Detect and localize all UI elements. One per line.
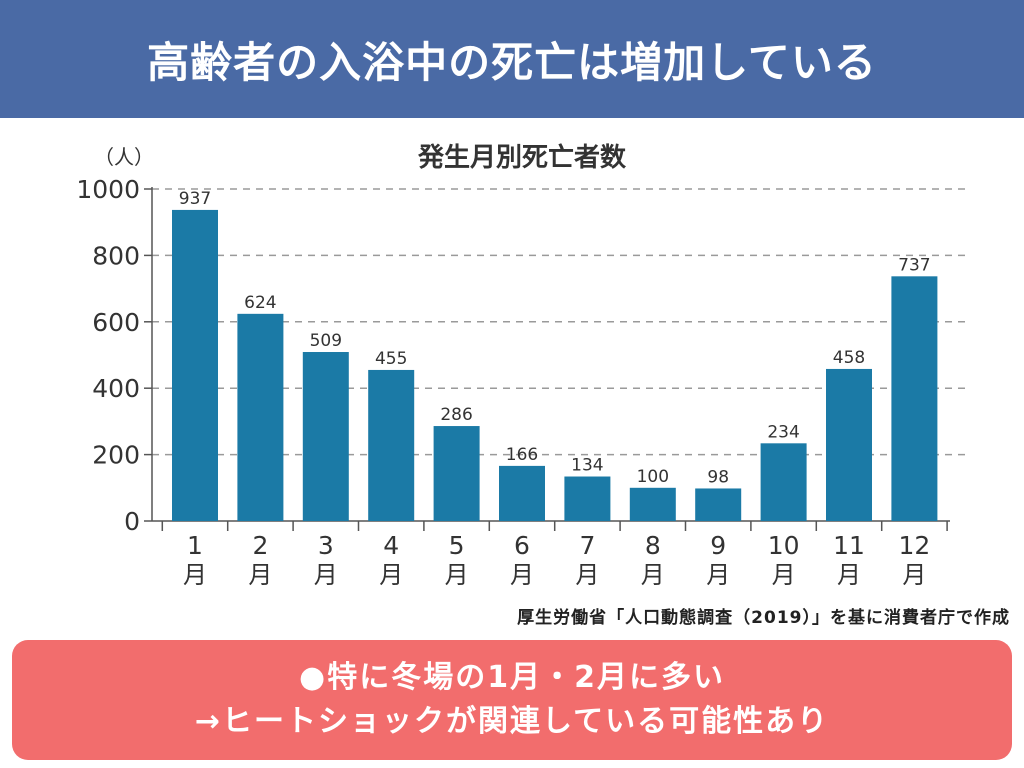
bar	[302, 352, 349, 521]
y-tick-label: 400	[92, 374, 140, 403]
x-tick-label: 3	[318, 531, 334, 560]
x-tick-unit-label: 月	[706, 561, 730, 589]
bar-value-label: 166	[506, 445, 538, 465]
x-tick-unit-label: 月	[575, 561, 599, 589]
y-axis-label: （人）	[94, 145, 154, 169]
x-tick-unit-label: 月	[248, 561, 272, 589]
bar	[826, 368, 872, 521]
x-tick-label: 10	[768, 531, 800, 560]
bar	[172, 209, 218, 521]
bar-value-label: 100	[637, 467, 669, 487]
chart-title: 発生月別死亡者数	[417, 142, 627, 173]
bar	[499, 465, 545, 521]
x-tick-label: 1	[187, 531, 203, 560]
note-line-1: ●特に冬場の1月・2月に多い	[299, 660, 725, 695]
y-tick-label: 0	[124, 507, 140, 536]
x-tick-label: 12	[898, 531, 930, 560]
bar	[433, 426, 480, 521]
bar-value-label: 458	[833, 348, 865, 368]
note-line-2: →ヒートショックが関連している可能性あり	[194, 704, 830, 739]
header-banner: 高齢者の入浴中の死亡は増加している	[0, 0, 1024, 118]
x-tick-label: 5	[449, 531, 465, 560]
x-tick-unit-label: 月	[183, 561, 207, 589]
bar-value-label: 509	[310, 331, 342, 351]
x-tick-label: 11	[833, 531, 865, 560]
source-caption: 厚生労働省「人口動態調査（2019）」を基に消費者庁で作成	[517, 608, 1010, 628]
bar	[629, 487, 676, 521]
x-tick-unit-label: 月	[510, 561, 534, 589]
x-tick-label: 2	[252, 531, 268, 560]
bar-value-label: 737	[898, 255, 930, 275]
x-tick-unit-label: 月	[379, 561, 403, 589]
y-tick-label: 200	[92, 441, 140, 470]
x-tick-label: 4	[383, 531, 399, 560]
x-tick-unit-label: 月	[772, 561, 796, 589]
x-tick-label: 9	[710, 531, 726, 560]
x-tick-label: 7	[579, 531, 595, 560]
x-tick-unit-label: 月	[837, 561, 861, 589]
x-tick-label: 8	[645, 531, 661, 560]
x-tick-label: 6	[514, 531, 530, 560]
bar	[237, 313, 284, 521]
bar-value-label: 937	[179, 189, 211, 209]
x-tick-unit-label: 月	[902, 561, 926, 589]
bar	[695, 488, 742, 521]
bar-value-label: 98	[707, 467, 729, 487]
x-tick-unit-label: 月	[445, 561, 469, 589]
bar	[891, 276, 938, 521]
y-tick-label: 800	[92, 241, 140, 270]
bar-value-label: 134	[571, 456, 603, 476]
bar	[368, 369, 415, 521]
y-tick-label: 600	[92, 308, 140, 337]
bar	[760, 443, 807, 521]
bar-value-label: 455	[375, 349, 407, 369]
note-box: ●特に冬場の1月・2月に多い →ヒートショックが関連している可能性あり	[12, 640, 1012, 760]
bar-value-label: 624	[244, 293, 276, 313]
bar	[564, 476, 611, 521]
x-tick-unit-label: 月	[641, 561, 665, 589]
bar-value-label: 286	[440, 405, 472, 425]
page-title: 高齢者の入浴中の死亡は増加している	[147, 37, 877, 87]
y-tick-label: 1000	[76, 175, 140, 204]
chart-container: 発生月別死亡者数 （人） 0 200 400 600 800 1000 937 1 月 624 2 月 50…	[0, 118, 1024, 600]
bar-value-label: 234	[767, 422, 799, 442]
x-tick-unit-label: 月	[314, 561, 338, 589]
